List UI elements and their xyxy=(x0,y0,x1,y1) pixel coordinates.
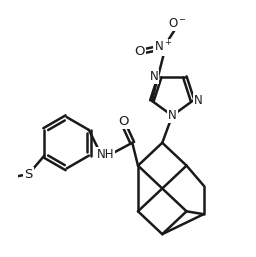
Text: O: O xyxy=(134,45,145,58)
Text: N: N xyxy=(168,109,177,122)
Text: O$^-$: O$^-$ xyxy=(168,17,187,30)
Text: O: O xyxy=(119,115,129,128)
Text: N: N xyxy=(150,70,158,84)
Text: NH: NH xyxy=(97,148,114,161)
Text: S: S xyxy=(25,168,33,181)
Text: N$^+$: N$^+$ xyxy=(154,40,173,55)
Text: N: N xyxy=(194,94,203,107)
